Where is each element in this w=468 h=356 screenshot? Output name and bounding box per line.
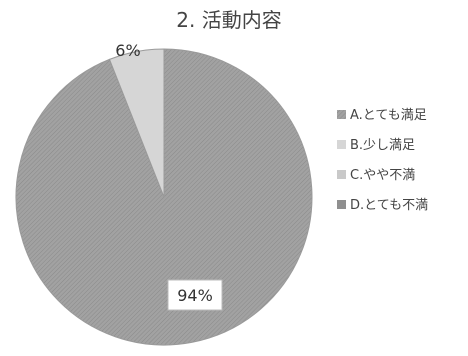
data-labels: 94% 6% [115, 41, 223, 311]
data-label-a: 94% [177, 286, 213, 305]
pie-slices [15, 48, 313, 346]
legend-swatch-a [337, 110, 346, 119]
legend-label-c: C.やや不満 [350, 168, 415, 183]
legend-label-b: B.少し満足 [350, 138, 415, 153]
legend-swatch-b [337, 140, 346, 149]
data-label-box-a [167, 279, 223, 311]
data-label-b: 6% [115, 41, 140, 60]
legend-label-a: A.とても満足 [350, 108, 427, 123]
legend-swatch-c [337, 170, 346, 179]
legend-swatch-d [337, 200, 346, 209]
pie-slice-b [108, 48, 165, 198]
legend-label-d: D.とても不満 [350, 198, 428, 213]
legend: A.とても満足 B.少し満足 C.やや不満 D.とても不満 [337, 108, 428, 213]
chart-title: 2. 活動内容 [176, 8, 281, 32]
